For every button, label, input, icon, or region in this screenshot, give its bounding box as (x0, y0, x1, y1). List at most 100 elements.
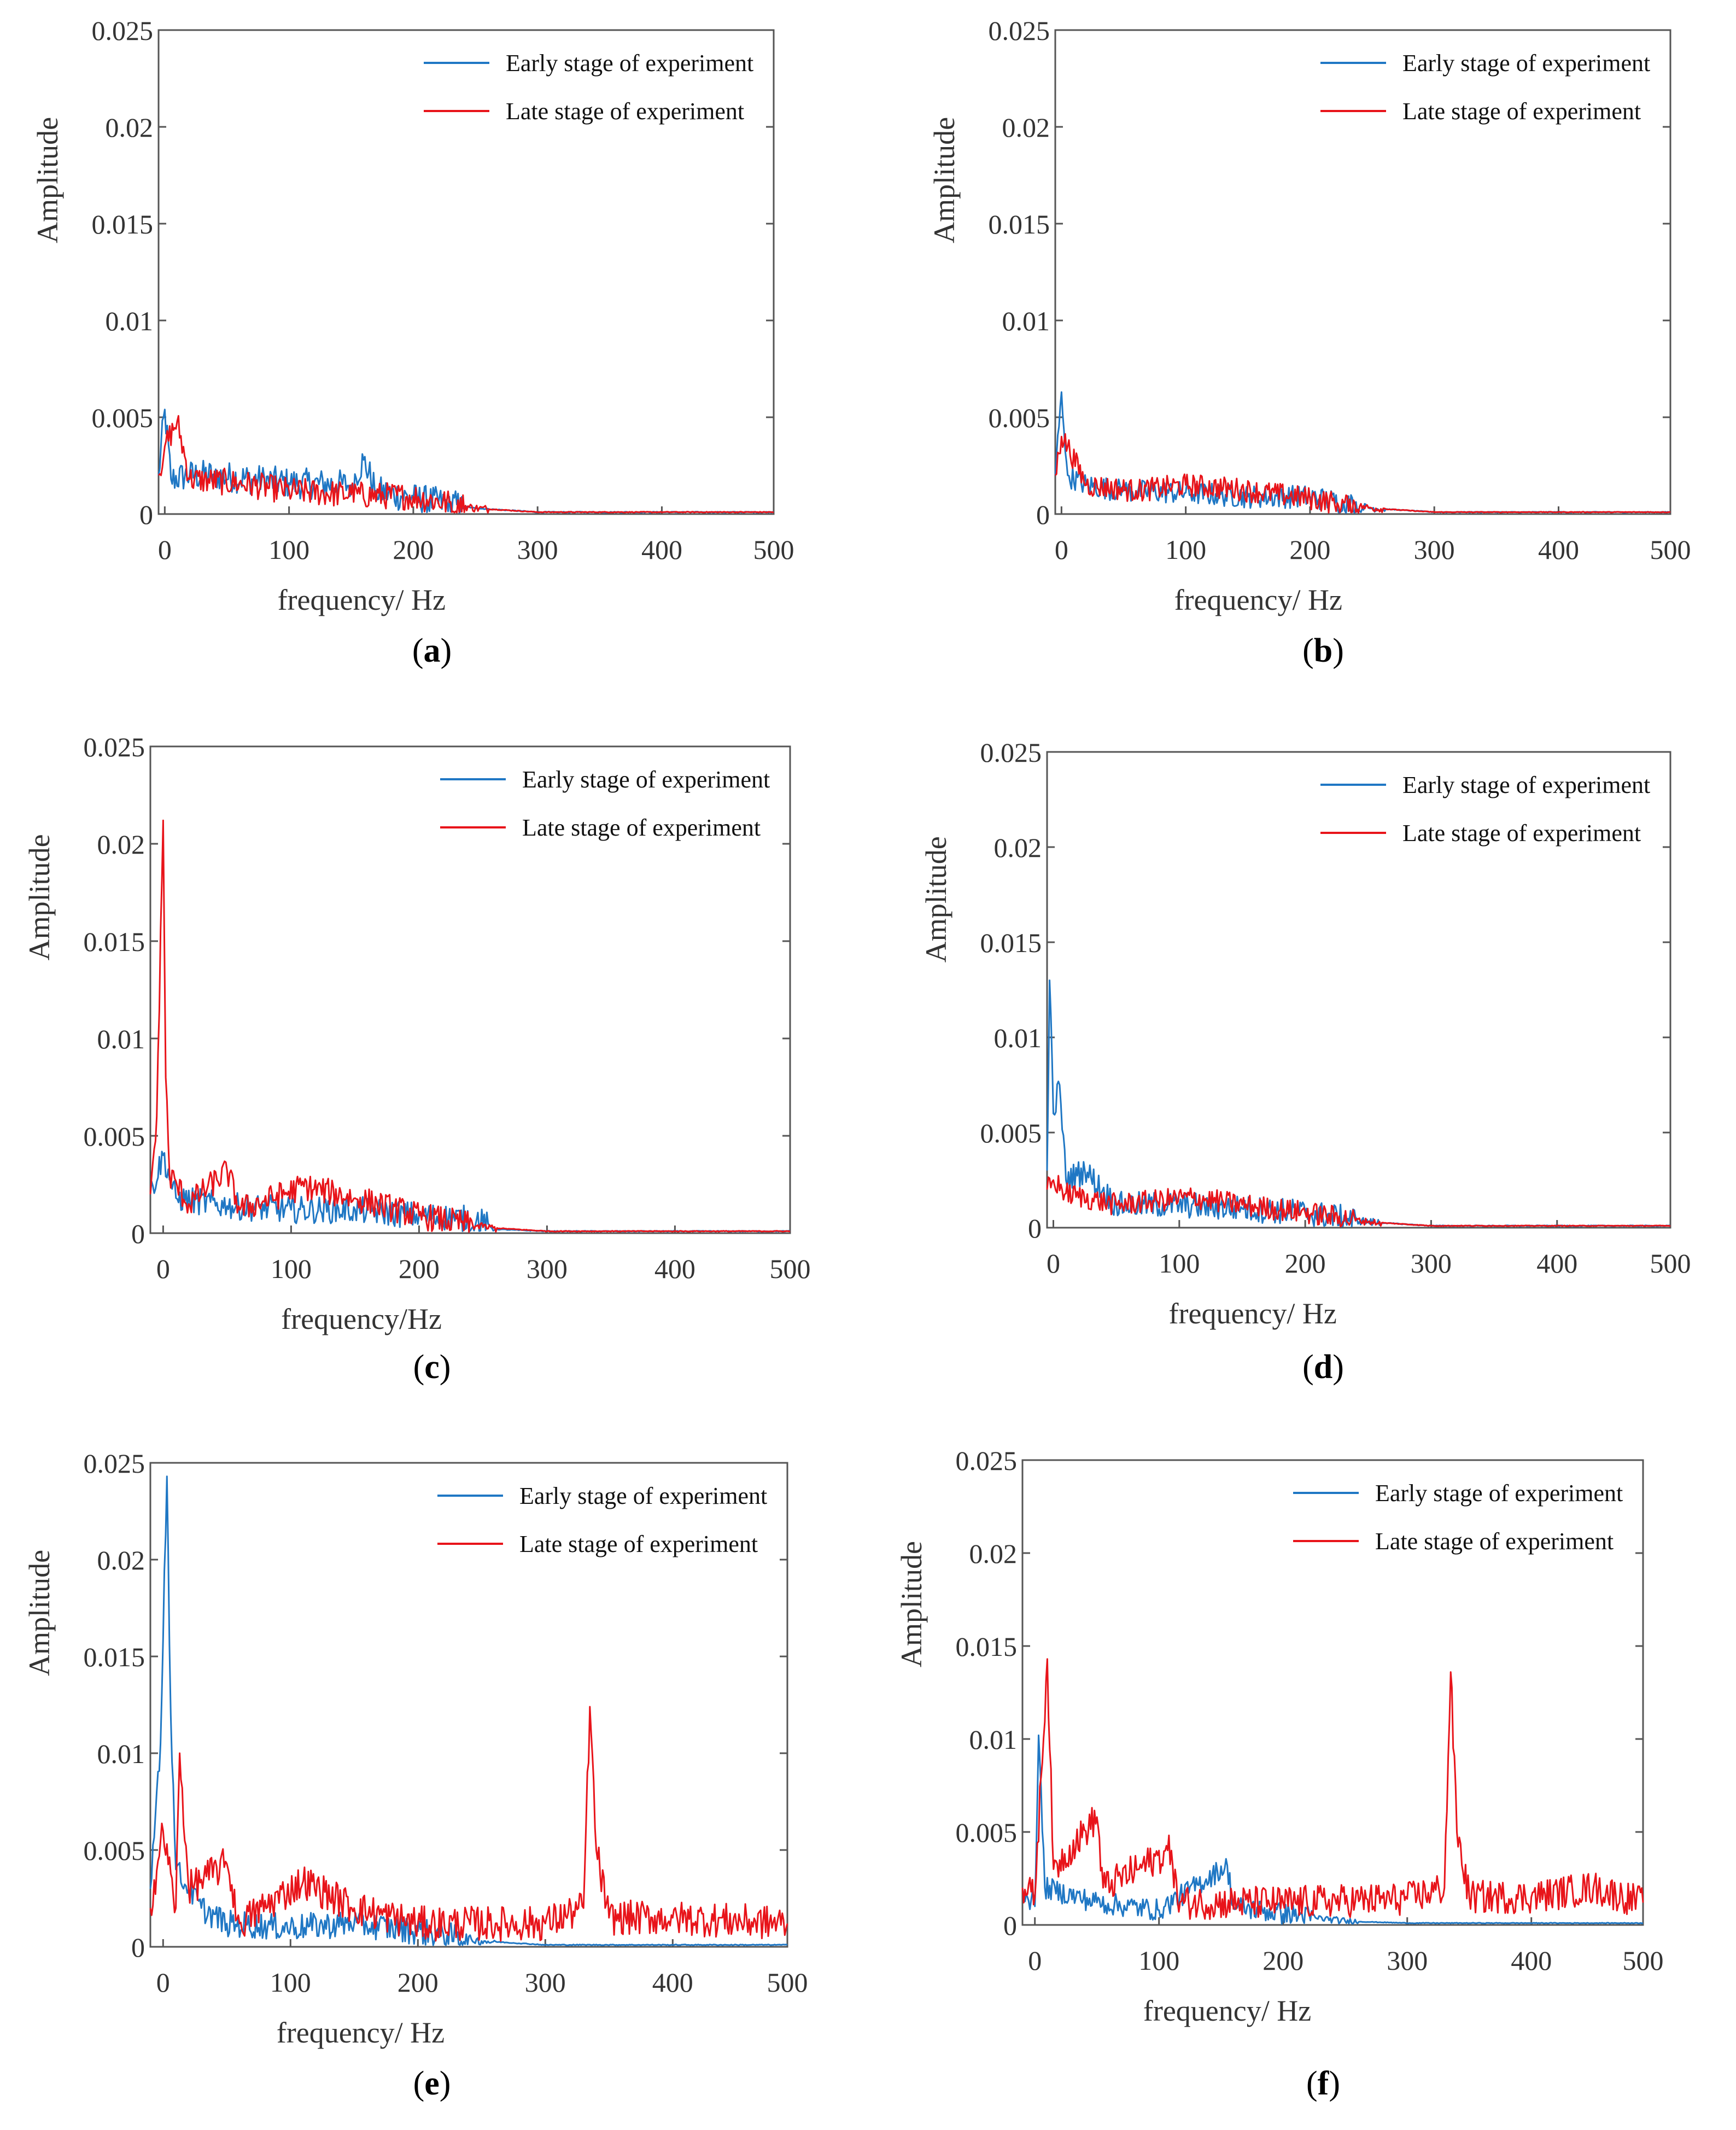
x-tick-label: 300 (1411, 1248, 1452, 1279)
y-tick-label: 0.025 (956, 1445, 1018, 1476)
x-tick-label: 500 (770, 1253, 811, 1284)
x-tick-label: 0 (1055, 534, 1068, 565)
y-axis-title: Amplitude (895, 1541, 928, 1667)
x-tick-label: 300 (1414, 534, 1455, 565)
legend-entry-late: Late stage of experiment (522, 814, 761, 841)
series-line-late (1046, 1175, 1671, 1228)
legend-entry-early: Early stage of experiment (1402, 50, 1650, 77)
y-tick-label: 0.01 (994, 1023, 1042, 1053)
series-line-early (1021, 1734, 1644, 1925)
legend-entry-early: Early stage of experiment (506, 50, 753, 77)
x-tick-label: 0 (1028, 1945, 1042, 1976)
panel-b: 0 100 200 300 400 500 0 0.005 0.01 0.015 0.02 0.025… (928, 15, 1691, 669)
x-tick-label: 200 (398, 1967, 439, 1998)
x-tick-label: 200 (399, 1253, 440, 1284)
x-tick-label: 200 (393, 534, 434, 565)
legend-entry-early: Early stage of experiment (522, 766, 770, 793)
series-line-late (1021, 1658, 1644, 1920)
panel-caption: (e) (413, 2065, 451, 2102)
x-tick-label: 0 (156, 1253, 170, 1284)
legend-entry-late: Late stage of experiment (1402, 820, 1641, 847)
panel-caption: (f) (1306, 2065, 1340, 2102)
y-tick-label: 0.01 (97, 1024, 145, 1054)
x-tick-label: 0 (1047, 1248, 1060, 1279)
y-axis-title: Amplitude (928, 117, 961, 243)
y-tick-label: 0.015 (989, 209, 1050, 240)
x-tick-label: 400 (654, 1253, 695, 1284)
series-line-late (157, 415, 774, 514)
y-tick-label: 0 (139, 499, 153, 530)
x-tick-label: 100 (1138, 1945, 1179, 1976)
y-axis-title: Amplitude (23, 1550, 56, 1676)
y-tick-label: 0.01 (106, 306, 154, 336)
x-tick-label: 400 (1536, 1248, 1577, 1279)
legend-entry-late: Late stage of experiment (519, 1531, 758, 1557)
y-tick-label: 0.015 (84, 1642, 145, 1672)
y-tick-label: 0.02 (97, 1545, 145, 1575)
y-tick-label: 0.02 (97, 829, 145, 860)
y-tick-label: 0.005 (84, 1121, 145, 1152)
panel-a: 0 100 200 300 400 500 0 0.005 0.01 0.015 0.02 0.025… (31, 15, 794, 669)
y-tick-label: 0.025 (92, 15, 154, 46)
y-tick-label: 0.025 (989, 15, 1050, 46)
panel-d: 0 100 200 300 400 500 0 0.005 0.01 0.015 0.02 0.025… (920, 737, 1691, 1386)
x-tick-label: 100 (1165, 534, 1206, 565)
x-tick-label: 300 (527, 1253, 568, 1284)
plot-frame (1021, 1459, 1644, 1926)
x-tick-label: 400 (652, 1967, 693, 1998)
y-tick-label: 0.01 (969, 1724, 1018, 1755)
y-axis-title: Amplitude (23, 834, 56, 960)
legend-entry-early: Early stage of experiment (1402, 772, 1650, 798)
panel-caption: (b) (1302, 632, 1344, 669)
x-tick-label: 100 (268, 534, 309, 565)
y-tick-label: 0.005 (989, 402, 1050, 433)
x-axis-title: frequency/ Hz (278, 583, 446, 616)
y-tick-label: 0 (1028, 1213, 1042, 1244)
x-tick-label: 200 (1262, 1945, 1304, 1976)
y-tick-label: 0.01 (1002, 306, 1050, 336)
x-tick-label: 500 (1650, 1248, 1691, 1279)
y-tick-label: 0.02 (994, 832, 1042, 863)
x-tick-label: 400 (1511, 1945, 1552, 1976)
y-tick-label: 0 (1003, 1910, 1017, 1941)
series-line-early (157, 409, 774, 514)
y-tick-label: 0.005 (84, 1835, 145, 1866)
plot-frame (157, 29, 775, 515)
x-tick-label: 500 (753, 534, 794, 565)
y-axis-title: Amplitude (920, 836, 952, 962)
x-tick-label: 400 (1538, 534, 1579, 565)
series-line-late (1054, 433, 1671, 514)
legend-entry-early: Early stage of experiment (1375, 1480, 1623, 1507)
y-tick-label: 0.025 (84, 1448, 145, 1479)
y-tick-label: 0 (131, 1218, 145, 1249)
y-tick-label: 0.005 (980, 1118, 1042, 1148)
plot-frame (149, 1462, 788, 1948)
legend-entry-late: Late stage of experiment (1375, 1528, 1614, 1555)
series-line-late (149, 819, 791, 1233)
plot-frame (1046, 751, 1671, 1229)
x-tick-label: 100 (1159, 1248, 1200, 1279)
plot-frame (149, 745, 791, 1234)
y-tick-label: 0.015 (980, 927, 1042, 958)
x-tick-label: 300 (1387, 1945, 1428, 1976)
x-tick-label: 300 (517, 534, 558, 565)
x-tick-label: 500 (1650, 534, 1691, 565)
series-line-late (149, 1706, 788, 1942)
panel-c: 0 100 200 300 400 500 0 0.005 0.01 0.015 0.02 0.025… (23, 732, 811, 1386)
x-tick-label: 500 (1623, 1945, 1664, 1976)
y-tick-label: 0.025 (84, 732, 145, 762)
x-axis-title: frequency/ Hz (1174, 583, 1342, 616)
panel-caption: (a) (412, 632, 452, 669)
legend-entry-early: Early stage of experiment (519, 1483, 767, 1509)
series-line-early (1046, 979, 1671, 1228)
x-tick-label: 500 (767, 1967, 808, 1998)
y-tick-label: 0.025 (980, 737, 1042, 768)
x-tick-label: 200 (1285, 1248, 1326, 1279)
panel-e: 0 100 200 300 400 500 0 0.005 0.01 0.015 0.02 0.025… (23, 1448, 808, 2102)
panel-f: 0 100 200 300 400 500 0 0.005 0.01 0.015 0.02 0.025… (895, 1445, 1664, 2102)
y-tick-label: 0.005 (92, 402, 154, 433)
plot-frame (1054, 29, 1671, 515)
x-tick-label: 0 (156, 1967, 170, 1998)
y-tick-label: 0.01 (97, 1738, 145, 1769)
